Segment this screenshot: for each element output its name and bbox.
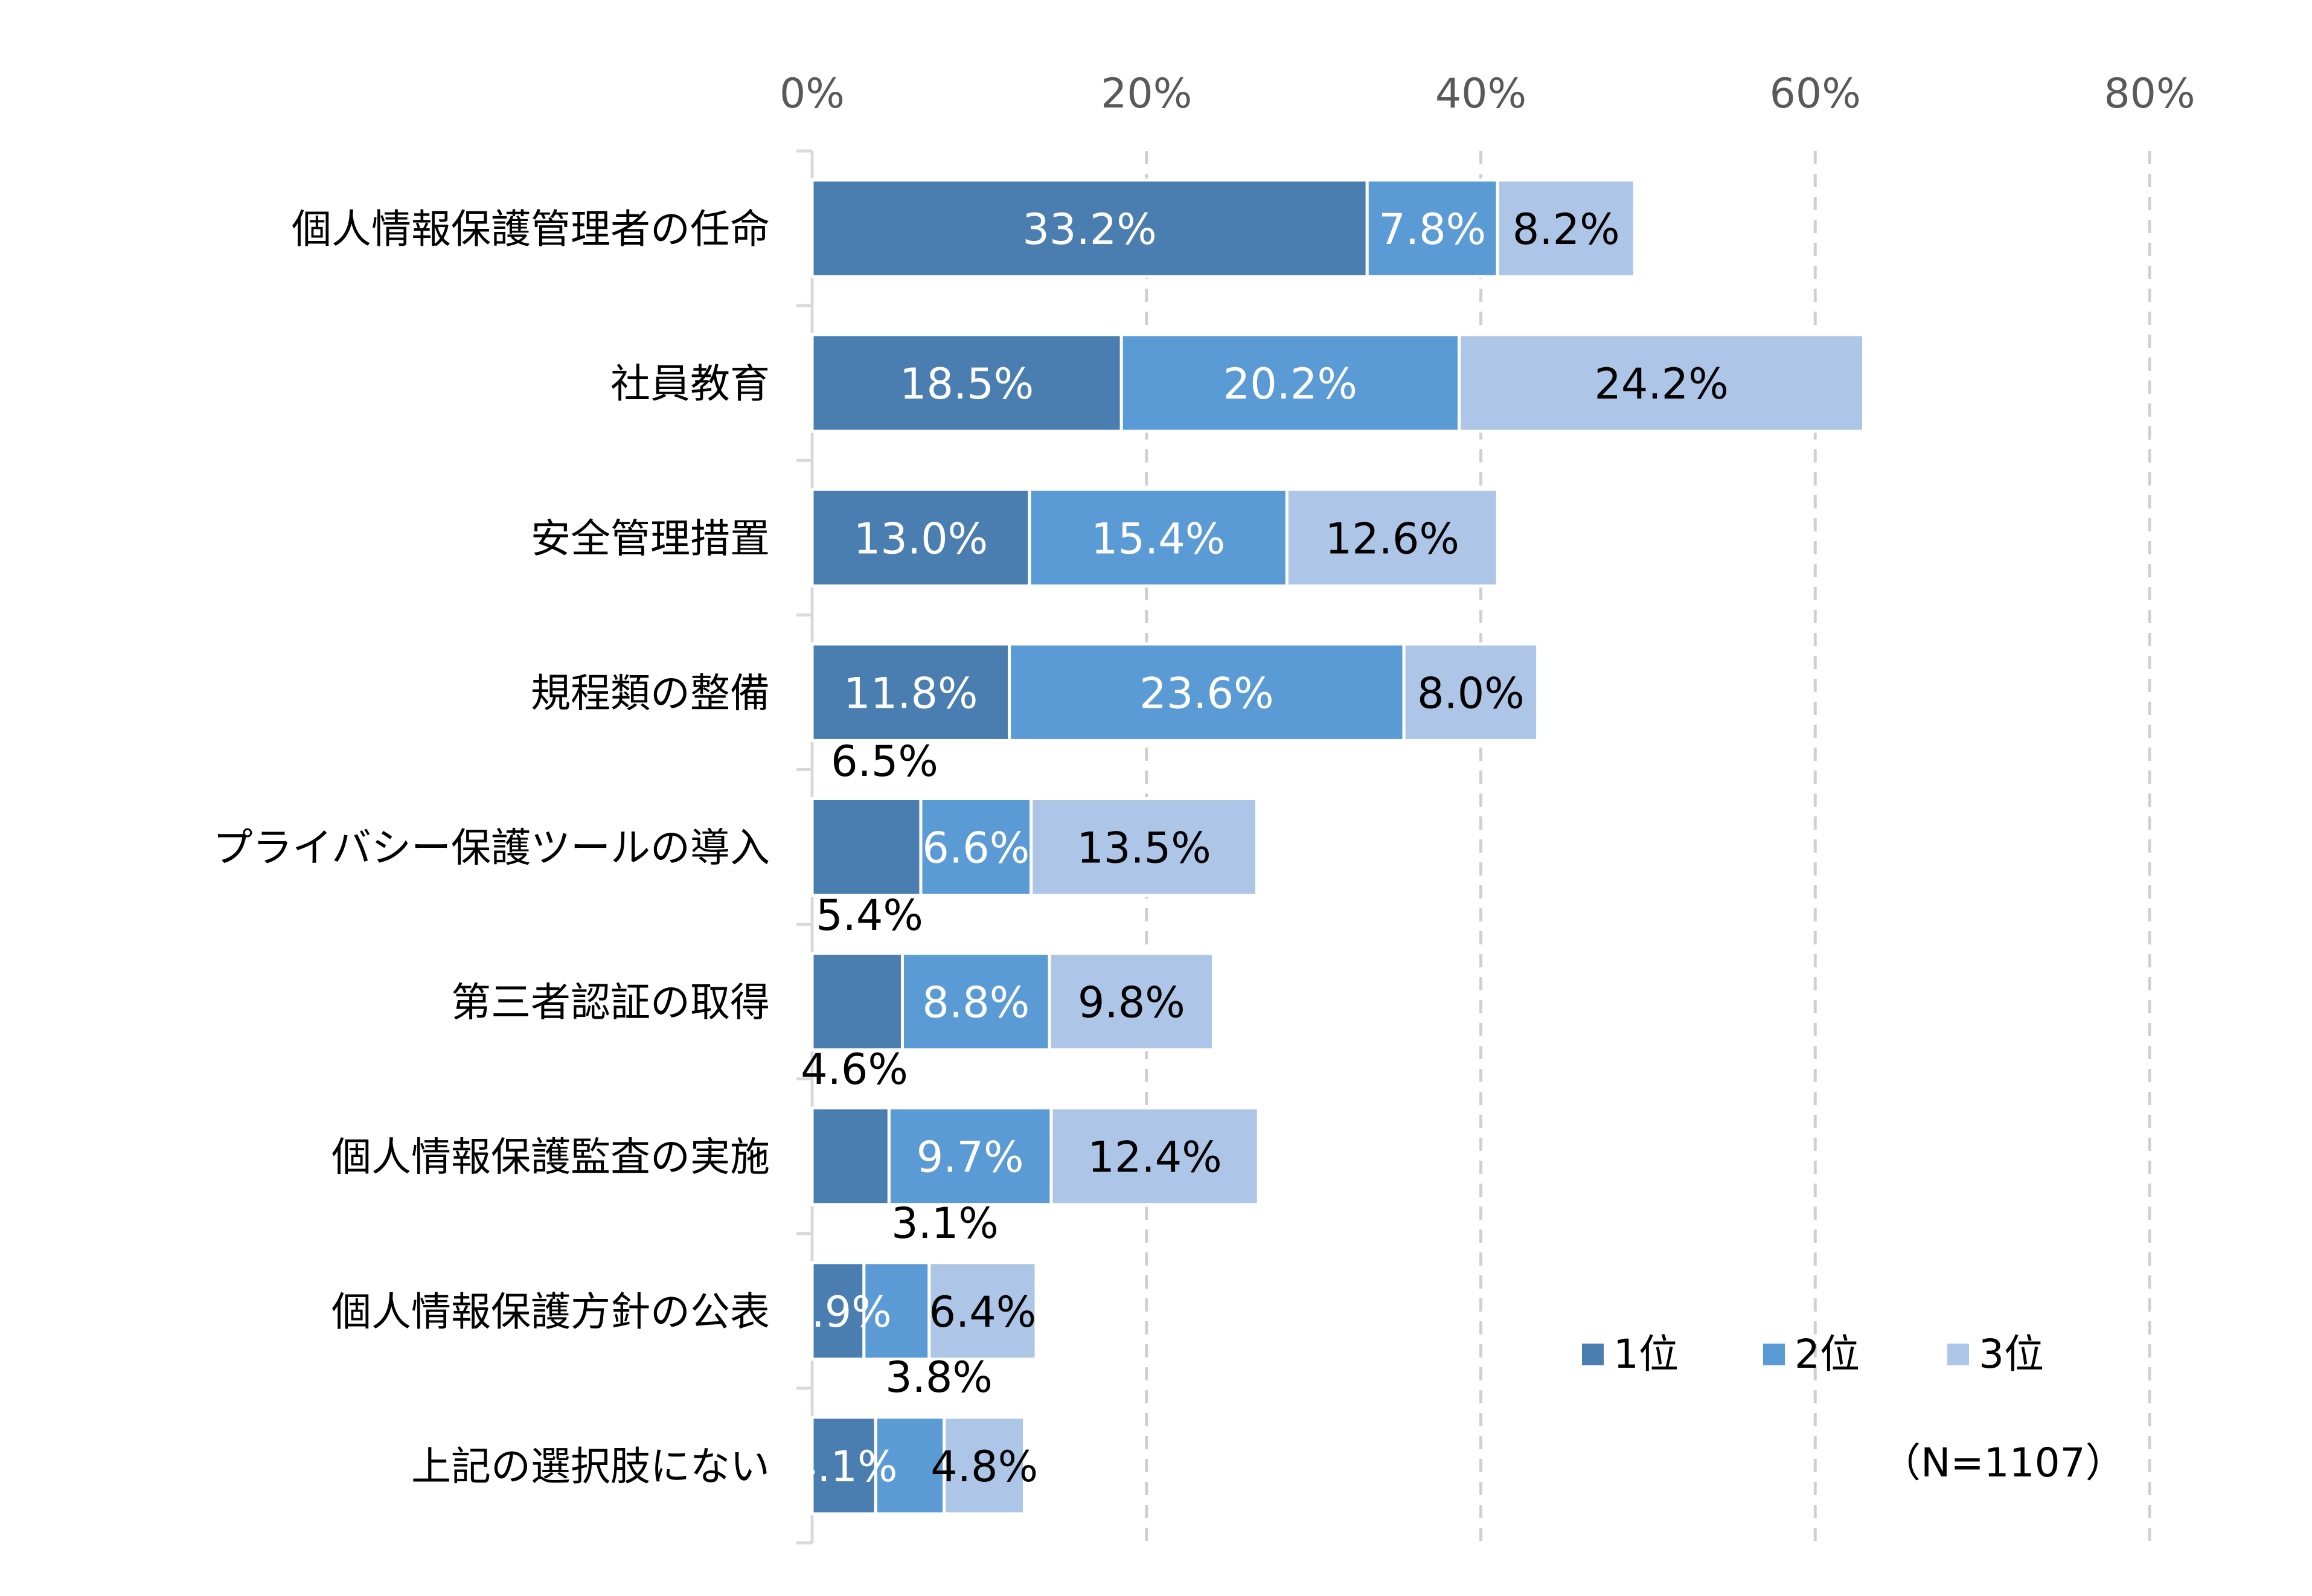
data-label: 12.6% [1325, 514, 1459, 563]
x-tick-label: 60% [1770, 70, 1861, 118]
category-label: 個人情報保護管理者の任命 [292, 206, 770, 252]
data-label: 33.2% [1022, 205, 1156, 254]
bar-segment [1458, 333, 1866, 433]
data-label: 3.8% [885, 1353, 993, 1402]
bar-segment [1285, 487, 1499, 588]
data-label: 6.5% [831, 737, 938, 786]
bar-segment [810, 797, 923, 897]
bar-segment [1008, 642, 1406, 742]
data-label: 3.9% [784, 1287, 892, 1337]
bar-segment [810, 642, 1011, 742]
axes: 0% 20% 40% 60% 80% 個人情報保護管理者の任命社員教育安全管理措置規程類の… [213, 70, 2195, 1545]
data-label: 4.8% [930, 1442, 1038, 1492]
data-label: 5.4% [816, 891, 923, 940]
data-label: 13.0% [854, 514, 988, 563]
data-label: 9.7% [917, 1133, 1024, 1182]
legend-swatch [1947, 1344, 1969, 1365]
legend-swatch [1582, 1344, 1604, 1365]
category-label: 社員教育 [610, 361, 770, 407]
data-label: 6.4% [929, 1287, 1036, 1337]
bars [810, 178, 1866, 1516]
category-label: 上記の選択肢にない [411, 1443, 770, 1490]
bar-segment [1119, 333, 1461, 433]
bar-segment [862, 1261, 931, 1361]
legend-label: 2位 [1795, 1331, 1860, 1377]
data-label: 4.1% [790, 1442, 898, 1492]
data-label: 8.0% [1417, 668, 1525, 718]
category-label: プライバシー保護ツールの導入 [213, 825, 770, 871]
bar-segment [874, 1415, 946, 1516]
data-label: 11.8% [844, 668, 978, 718]
bar-segment [810, 952, 905, 1052]
data-label: 23.6% [1139, 668, 1273, 718]
data-label: 24.2% [1594, 359, 1728, 409]
data-label: 8.8% [922, 978, 1030, 1028]
data-label: 4.6% [801, 1045, 908, 1094]
bar-segment [810, 487, 1031, 588]
bar-segment [919, 797, 1033, 897]
bar-segment [810, 178, 1369, 278]
data-label: 7.8% [1379, 205, 1486, 254]
bar-segment [1048, 952, 1215, 1052]
bar-segment [810, 1106, 891, 1207]
legend: 1位 2位 3位 [1582, 1331, 2044, 1377]
data-label: 12.4% [1087, 1133, 1222, 1182]
bar-segment [1402, 642, 1540, 742]
bar-segment [887, 1106, 1053, 1207]
x-tick-label: 80% [2104, 70, 2195, 118]
bar-segment [927, 1261, 1038, 1361]
data-label: 8.2% [1513, 205, 1620, 254]
category-label: 規程類の整備 [531, 670, 770, 716]
category-label: 個人情報保護監査の実施 [331, 1134, 770, 1181]
data-label: 15.4% [1091, 514, 1225, 563]
data-labels: 33.2% 7.8% 8.2% 18.5% 20.2% 24.2% 13.0% 15.4% 12… [784, 205, 1729, 1492]
category-label: 個人情報保護方針の公表 [331, 1289, 770, 1335]
data-label: 9.8% [1078, 978, 1185, 1028]
category-label: 第三者認証の取得 [451, 979, 770, 1026]
bar-segment [943, 1415, 1026, 1516]
legend-swatch [1763, 1344, 1785, 1365]
bar-segment [1496, 178, 1636, 278]
data-label: 3.1% [891, 1199, 999, 1248]
category-label: 安全管理措置 [531, 515, 770, 562]
bar-segment [1049, 1106, 1260, 1207]
sample-size-note: （N=1107） [1881, 1440, 2125, 1486]
legend-label: 1位 [1613, 1331, 1679, 1377]
data-label: 6.6% [922, 824, 1030, 873]
data-label: 20.2% [1223, 359, 1357, 409]
bar-segment [1030, 797, 1258, 897]
x-tick-label: 0% [780, 70, 845, 118]
bar-segment [810, 333, 1123, 433]
bar-segment [1028, 487, 1289, 588]
bar-segment [901, 952, 1051, 1052]
data-label: 13.5% [1077, 824, 1211, 873]
legend-label: 3位 [1979, 1331, 2044, 1377]
x-tick-label: 40% [1435, 70, 1526, 118]
x-tick-label: 20% [1101, 70, 1192, 118]
data-label: 18.5% [900, 359, 1034, 409]
